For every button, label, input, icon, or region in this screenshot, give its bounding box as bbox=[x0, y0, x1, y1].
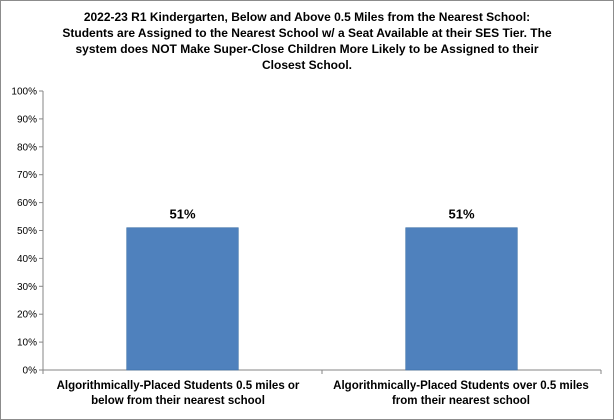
bars bbox=[126, 227, 518, 371]
y-tick-label: 90% bbox=[17, 114, 37, 125]
y-tick-label: 0% bbox=[23, 366, 38, 377]
y-tick-label: 20% bbox=[17, 310, 37, 321]
bar-data-label: 51% bbox=[169, 207, 195, 222]
category-label-line: Algorithmically-Placed Students over 0.5… bbox=[333, 380, 589, 392]
y-tick-label: 50% bbox=[17, 226, 37, 237]
y-tick-label: 70% bbox=[17, 170, 37, 181]
y-tick-label: 100% bbox=[11, 87, 37, 98]
category-label: Algorithmically-Placed Students over 0.5… bbox=[313, 379, 609, 409]
category-label-line: from their nearest school bbox=[391, 395, 531, 407]
chart-title-line: 2022-23 R1 Kindergarten, Below and Above… bbox=[83, 10, 531, 24]
bar-data-label: 51% bbox=[448, 207, 474, 222]
y-tick-label: 80% bbox=[17, 142, 37, 153]
bar bbox=[126, 227, 239, 371]
category-label: Algorithmically-Placed Students 0.5 mile… bbox=[33, 379, 323, 409]
y-tick-label: 30% bbox=[17, 282, 37, 293]
category-label-line: Algorithmically-Placed Students 0.5 mile… bbox=[56, 380, 300, 392]
chart-title: 2022-23 R1 Kindergarten, Below and Above… bbox=[41, 9, 573, 73]
data-labels: 51% 51% bbox=[169, 207, 474, 222]
y-tick-label: 60% bbox=[17, 198, 37, 209]
bar bbox=[405, 227, 518, 371]
chart-title-line: Closest School. bbox=[261, 58, 353, 72]
y-tick-label: 40% bbox=[17, 254, 37, 265]
y-tick-label: 10% bbox=[17, 338, 37, 349]
chart-title-line: system does NOT Make Super-Close Childre… bbox=[75, 42, 539, 56]
chart-title-line: Students are Assigned to the Nearest Sch… bbox=[62, 26, 552, 40]
category-label-line: below from their nearest school bbox=[91, 395, 265, 407]
